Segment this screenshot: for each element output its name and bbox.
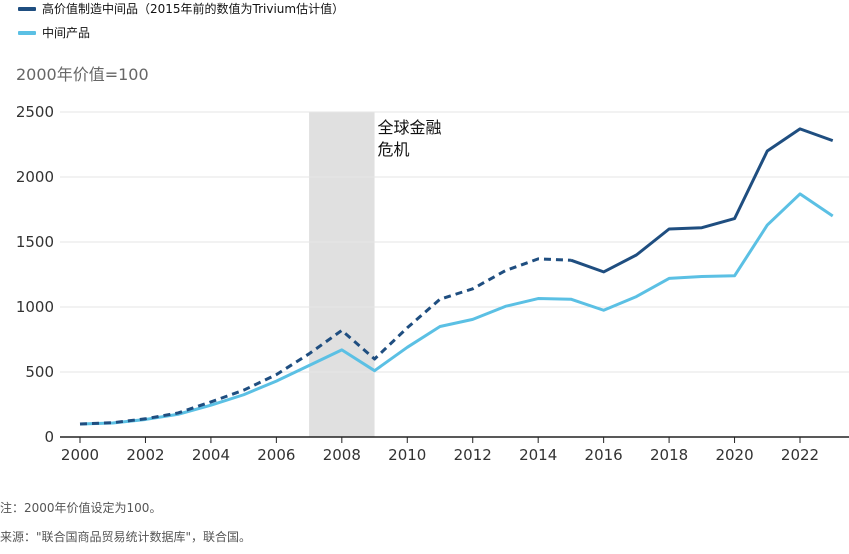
y-tick-label: 0 xyxy=(44,428,54,446)
y-tick-label: 1500 xyxy=(16,233,54,251)
x-tick-label: 2010 xyxy=(388,446,426,464)
x-axis-ticks: 2000 2002 2004 2006 2008 2010 2012 2014 2016 2018… xyxy=(61,437,819,464)
legend-label-series1: 高价值制造中间品（2015年前的数值为Trivium估计值） xyxy=(42,2,345,16)
y-tick-label: 1000 xyxy=(16,298,54,316)
series1-line-actual xyxy=(570,127,834,274)
y-tick-label: 500 xyxy=(25,363,54,381)
x-tick-label: 2022 xyxy=(781,446,819,464)
series-lines xyxy=(79,127,834,426)
legend-swatch-series1 xyxy=(18,6,36,11)
x-tick-label: 2008 xyxy=(323,446,361,464)
financial-crisis-shade xyxy=(309,112,375,437)
y-axis-ticks: 0 500 1000 1500 2000 2500 xyxy=(16,103,54,446)
x-tick-label: 2002 xyxy=(126,446,164,464)
x-tick-label: 2004 xyxy=(192,446,230,464)
legend-label-series2: 中间产品 xyxy=(42,26,91,40)
crisis-label-line1: 全球金融 xyxy=(378,118,442,137)
x-tick-label: 2020 xyxy=(715,446,753,464)
x-tick-label: 2016 xyxy=(585,446,623,464)
y-axis-label: 2000年价值=100 xyxy=(16,65,149,84)
series2-line xyxy=(79,192,834,426)
gridlines xyxy=(60,111,849,373)
y-tick-label: 2000 xyxy=(16,168,54,186)
x-tick-label: 2012 xyxy=(454,446,492,464)
y-tick-label: 2500 xyxy=(16,103,54,121)
x-tick-label: 2006 xyxy=(257,446,295,464)
legend-swatch-series2 xyxy=(18,30,36,35)
legend-item-series1: 高价值制造中间品（2015年前的数值为Trivium估计值） xyxy=(18,0,344,17)
crisis-label-line2: 危机 xyxy=(378,140,410,159)
x-tick-label: 2000 xyxy=(61,446,99,464)
x-tick-label: 2014 xyxy=(519,446,557,464)
x-tick-label: 2018 xyxy=(650,446,688,464)
chart-source: 来源："联合国商品贸易统计数据库"，联合国。 xyxy=(0,530,252,544)
series1-line-estimated xyxy=(79,257,571,426)
legend-item-series2: 中间产品 xyxy=(18,24,90,41)
chart-note: 注：2000年价值设定为100。 xyxy=(0,501,162,515)
